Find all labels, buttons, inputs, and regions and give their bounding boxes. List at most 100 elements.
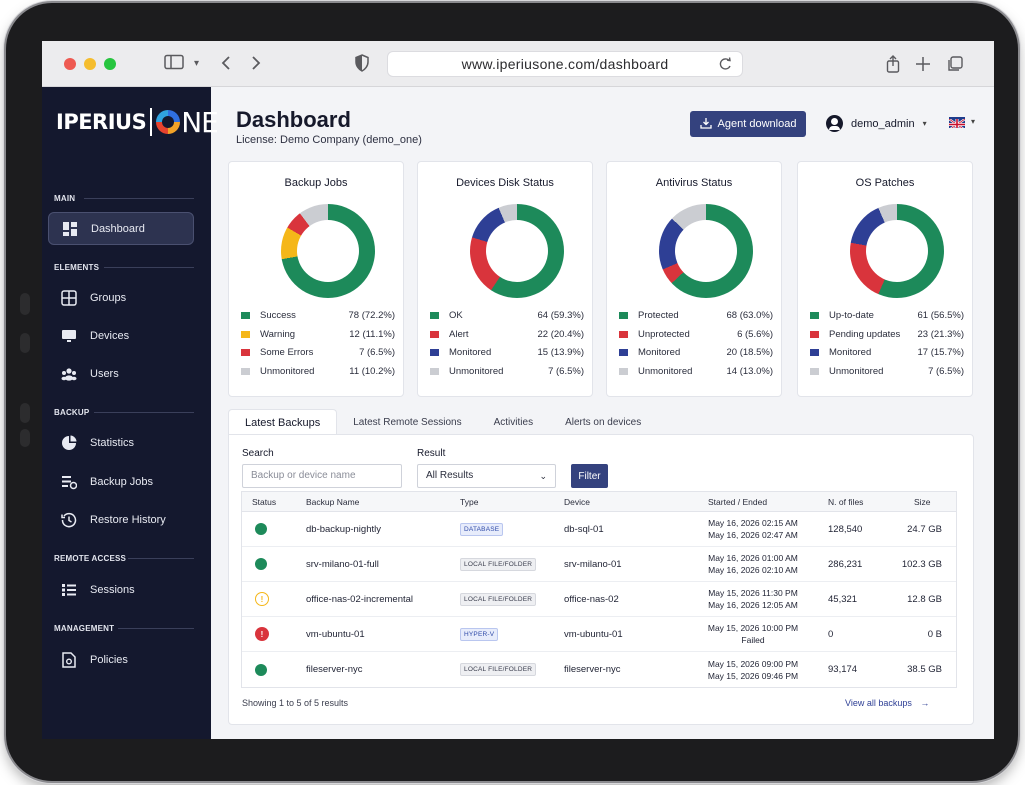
new-tab-icon[interactable] [915,54,931,74]
donut-chart[interactable] [281,204,375,298]
legend-swatch [810,330,819,338]
iperius-one-logo[interactable]: IPERIUS NE [56,105,219,139]
sessions-list-icon [60,581,78,599]
chevron-down-icon[interactable]: ▾ [194,58,200,69]
ended-time: May 15, 2026 09:46 PM [707,670,799,681]
legend-item[interactable]: Some Errors 7 (6.5%) [241,347,395,366]
legend-label: Monitored [449,347,492,358]
sidebar-toggle-icon[interactable] [164,54,184,74]
legend-swatch [430,367,439,375]
legend-label: Some Errors [260,347,314,358]
view-all-backups-link[interactable]: View all backups → [845,698,929,708]
sidebar-item-restore-history[interactable]: Restore History [48,503,194,536]
legend-item[interactable]: OK 64 (59.3%) [430,310,584,329]
sidebar-item-groups[interactable]: Groups [48,281,194,314]
legend-item[interactable]: Pending updates 23 (21.3%) [810,329,964,348]
shield-icon[interactable] [355,54,369,74]
table-row[interactable]: ! vm-ubuntu-01 HYPER-V vm-ubuntu-01 May 15, … [242,617,956,652]
donut-chart[interactable] [470,204,564,298]
backup-name-cell: fileserver-nyc [306,664,363,675]
started-time: May 15, 2026 09:00 PM [707,658,799,669]
column-header-files[interactable]: N. of files [828,496,864,507]
legend-item[interactable]: Unprotected 6 (5.6%) [619,329,773,348]
warning-status-icon: ! [255,592,269,606]
tab-latest-remote-sessions[interactable]: Latest Remote Sessions [353,416,462,428]
logo-one: NE [156,106,219,139]
legend-label: Unmonitored [829,365,884,377]
policies-icon [60,651,78,669]
card-title: OS Patches [855,177,915,189]
legend-swatch [430,349,439,356]
sidebar-item-label: Groups [90,291,127,304]
sidebar-item-policies[interactable]: Policies [48,643,194,676]
column-header-size[interactable]: Size [914,496,931,507]
sidebar-item-label: Statistics [90,436,135,449]
result-select[interactable]: All Results ⌄ [417,464,556,488]
device-cell: office-nas-02 [564,593,619,605]
column-header-started-ended[interactable]: Started / Ended [708,496,768,507]
close-window-button[interactable] [64,58,76,70]
url-text: www.iperiusone.com/dashboard [461,56,669,72]
legend-label: Alert [449,328,469,340]
legend-item[interactable]: Monitored 20 (18.5%) [619,347,773,366]
legend-item[interactable]: Up-to-date 61 (56.5%) [810,310,964,329]
search-label: Search [242,448,274,459]
sidebar-item-sessions[interactable]: Sessions [48,573,194,606]
sidebar-item-users[interactable]: Users [48,357,194,390]
legend-label: Protected [638,310,679,321]
legend-item[interactable]: Alert 22 (20.4%) [430,329,584,348]
back-arrow-icon[interactable] [220,54,232,74]
sidebar-item-dashboard[interactable]: Dashboard [48,212,194,245]
legend-item[interactable]: Warning 12 (11.1%) [241,329,395,348]
table-header: Status Backup Name Type Device Started /… [242,492,956,512]
address-bar[interactable]: www.iperiusone.com/dashboard [387,51,743,77]
legend-swatch [241,330,250,338]
forward-arrow-icon[interactable] [250,54,262,74]
users-icon [60,365,78,383]
table-row[interactable]: ! office-nas-02-incremental LOCAL FILE/FOL… [242,582,956,617]
legend-item[interactable]: Protected 68 (63.0%) [619,310,773,329]
tab-latest-backups[interactable]: Latest Backups [228,409,338,435]
legend-item[interactable]: Success 78 (72.2%) [241,310,395,329]
legend-item[interactable]: Unmonitored 7 (6.5%) [810,366,964,385]
sidebar-item-backup-jobs[interactable]: Backup Jobs [48,465,194,498]
minimize-window-button[interactable] [84,58,96,70]
table-row[interactable]: db-backup-nightly DATABASE db-sql-01 May 16… [242,512,956,547]
chart-legend: Success 78 (72.2%) Warning 12 (11.1%) Some E… [241,310,395,384]
legend-swatch [241,349,250,356]
uk-flag-icon[interactable] [949,117,965,128]
legend-item[interactable]: Unmonitored 7 (6.5%) [430,366,584,385]
legend-item[interactable]: Monitored 17 (15.7%) [810,347,964,366]
agent-download-button[interactable]: Agent download [690,111,806,137]
reload-icon[interactable] [718,52,732,84]
donut-chart[interactable] [850,204,944,298]
legend-item[interactable]: Monitored 15 (13.9%) [430,347,584,366]
donut-chart[interactable] [659,204,753,298]
share-icon[interactable] [886,54,900,74]
legend-label: Unmonitored [638,365,693,377]
table-row[interactable]: srv-milano-01-full LOCAL FILE/FOLDER srv-m… [242,547,956,582]
column-header-device[interactable]: Device [564,496,590,507]
user-avatar-icon [826,115,843,132]
column-header-status[interactable]: Status [252,496,277,507]
language-chevron-down-icon[interactable]: ▾ [971,117,976,126]
user-menu[interactable]: demo_admin ▾ [826,115,927,132]
maximize-window-button[interactable] [104,58,116,70]
dashboard-grid-icon [61,220,79,238]
column-header-backup-name[interactable]: Backup Name [306,496,360,507]
tabs-overview-icon[interactable] [947,54,963,74]
column-header-type[interactable]: Type [460,496,479,507]
table-row[interactable]: fileserver-nyc LOCAL FILE/FOLDER fileserve… [242,652,956,687]
legend-item[interactable]: Unmonitored 14 (13.0%) [619,366,773,385]
tab-alerts-on-devices[interactable]: Alerts on devices [565,416,642,428]
legend-value: 12 (11.1%) [349,328,395,340]
sidebar-item-devices[interactable]: Devices [48,319,194,352]
chart-legend: Protected 68 (63.0%) Unprotected 6 (5.6%) Mo… [619,310,773,384]
status-card: Antivirus Status Protected 68 (63.0%) Unpro… [606,161,782,397]
tablet-side-button [20,293,30,315]
filter-button[interactable]: Filter [571,464,608,488]
tab-activities[interactable]: Activities [493,416,534,428]
sidebar-item-statistics[interactable]: Statistics [48,426,194,459]
search-input[interactable]: Backup or device name [242,464,402,488]
legend-item[interactable]: Unmonitored 11 (10.2%) [241,366,395,385]
